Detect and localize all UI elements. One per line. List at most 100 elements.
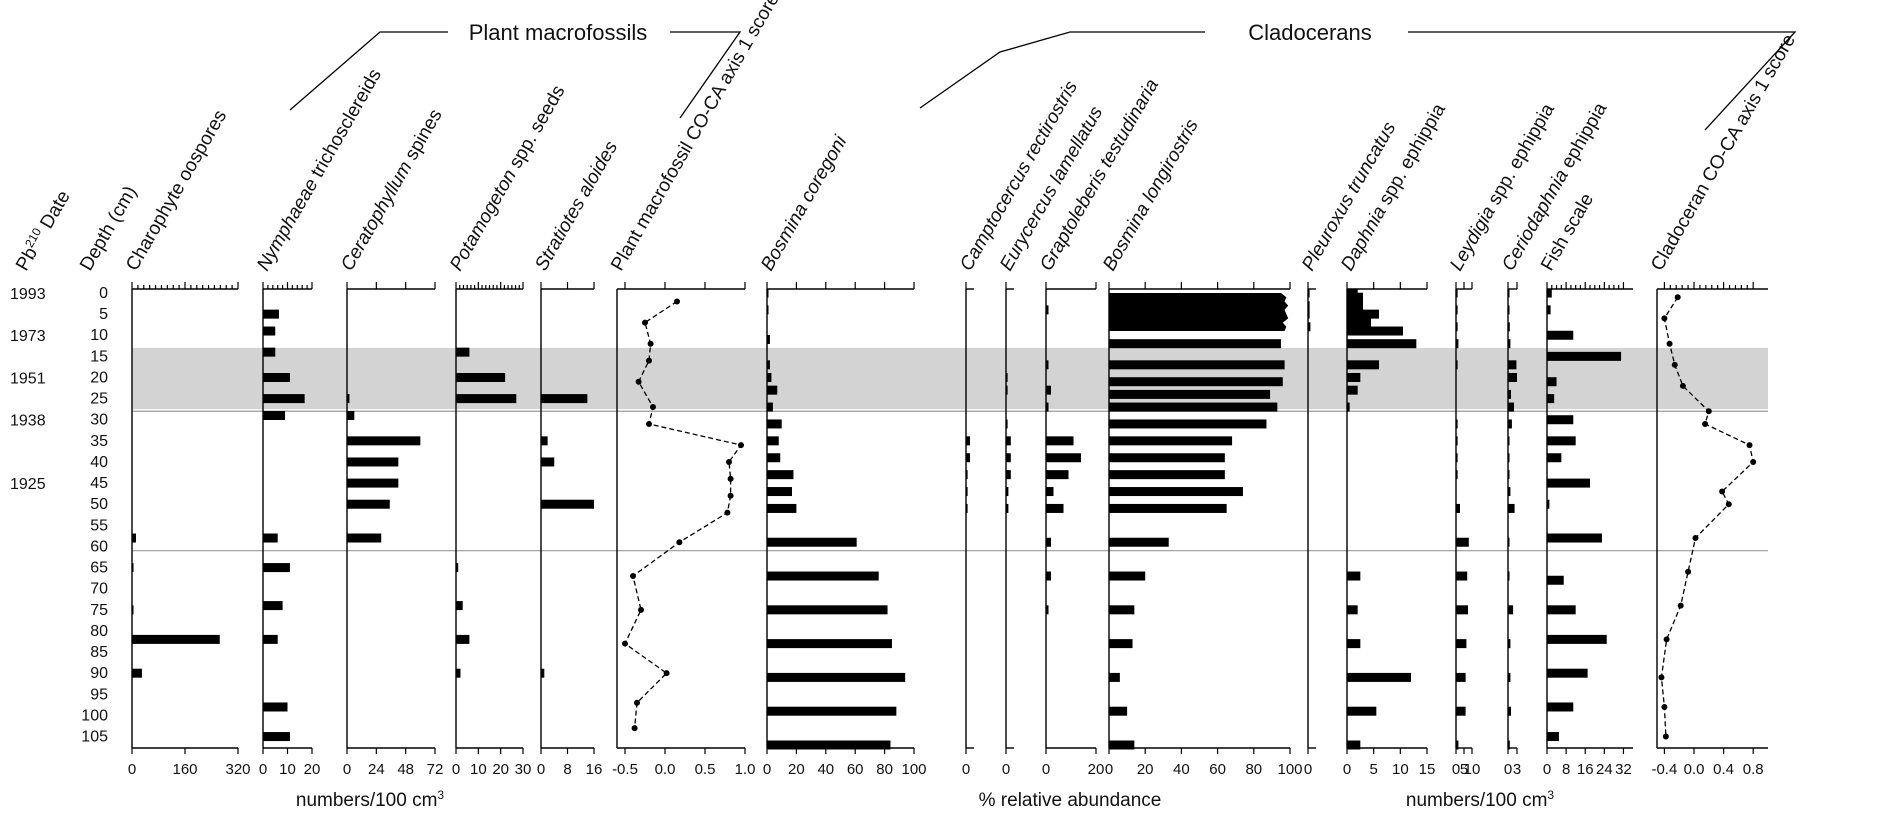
- panel-12-bar-16: [1347, 740, 1361, 750]
- depth-tick-label-40: 40: [90, 454, 108, 471]
- panel-9-bar-7: [1046, 487, 1054, 497]
- panel-16-title: Cladoceran CO-CA axis 1 score: [1647, 31, 1800, 275]
- panel-3-bar-2: [456, 394, 517, 404]
- panel-1-bar-2: [263, 347, 276, 357]
- panel-13-bar-14: [1456, 672, 1466, 682]
- panel-16-point-0: [1674, 294, 1681, 301]
- depth-tick-label-85: 85: [90, 644, 108, 661]
- panel-9-tick-label-1: 20: [1088, 761, 1105, 778]
- panel-0-bar-1: [132, 563, 134, 573]
- panel-6-tick-label-5: 100: [901, 761, 926, 778]
- depth-tick-label-100: 100: [81, 707, 108, 724]
- panel-6-tick-label-2: 40: [817, 761, 834, 778]
- panel-12-tick-label-0: 0: [1343, 761, 1351, 778]
- panel-0-tick-label-2: 320: [225, 761, 250, 778]
- panel-16-series-line: [1660, 296, 1754, 737]
- panel-13-tick-label-0: 0: [1452, 761, 1460, 778]
- panel-10-bar-4: [1109, 402, 1278, 412]
- panel-2-bar-2: [347, 436, 421, 446]
- depth-tick-label-95: 95: [90, 686, 108, 703]
- panel-7-bar-0: [966, 436, 970, 446]
- depth-tick-label-50: 50: [90, 496, 108, 513]
- depth-tick-label-35: 35: [90, 433, 108, 450]
- panel-1-bar-6: [263, 533, 278, 543]
- panel-4-bar-2: [541, 457, 555, 467]
- panel-9-bar-3: [1046, 402, 1049, 412]
- panel-15-bar-11: [1547, 533, 1602, 543]
- date-axis-title: Pb210 Date: [10, 186, 74, 274]
- panel-2-bar-6: [347, 533, 382, 543]
- panel-15-tick-label-2: 16: [1577, 761, 1594, 778]
- panel-15-bar-17: [1547, 732, 1559, 742]
- panel-6-bar-9: [767, 453, 781, 463]
- panel-9-bar-6: [1046, 470, 1069, 480]
- panel-5-point-18: [631, 725, 638, 732]
- panel-5-point-11: [724, 509, 731, 516]
- panel-6-bar-0: [767, 288, 769, 298]
- panel-2-tick-label-0: 0: [343, 761, 351, 778]
- panel-13-bar-7: [1456, 453, 1458, 463]
- panel-14-bar-10: [1508, 453, 1510, 463]
- panel-15-bar-9: [1547, 478, 1590, 488]
- panel-10-bar-0: [1109, 339, 1281, 349]
- panel-0-title: Charophyte oospores: [122, 107, 231, 275]
- depth-tick-label-55: 55: [90, 517, 108, 534]
- panel-1-bar-7: [263, 563, 290, 573]
- panel-9-bar-8: [1046, 503, 1064, 513]
- panel-2-bar-4: [347, 478, 399, 488]
- panel-9-bar-1: [1046, 360, 1049, 370]
- panel-6-bar-18: [767, 706, 897, 716]
- panel-5-point-3: [646, 357, 652, 364]
- panel-14-bar-3: [1508, 339, 1511, 349]
- panel-11-bar-0: [1308, 288, 1310, 298]
- panel-0-bar-2: [132, 605, 134, 615]
- panel-10-bar-14: [1109, 639, 1133, 649]
- panel-10-bar-5: [1109, 419, 1267, 429]
- shaded-zone: [132, 347, 1768, 410]
- panel-13-bar-13: [1456, 639, 1467, 649]
- panel-5-tick-label-1: 0.0: [655, 761, 676, 778]
- panel-14-bar-7: [1508, 402, 1514, 412]
- panel-13-bar-6: [1456, 436, 1458, 446]
- panel-14-bar-1: [1508, 305, 1510, 315]
- panel-6-bar-1: [767, 305, 769, 315]
- panel-14-bar-2: [1508, 322, 1510, 332]
- panel-2-tick-label-1: 24: [368, 761, 385, 778]
- panel-9-bar-11: [1046, 605, 1049, 615]
- panel-12-bar-2: [1347, 301, 1363, 311]
- panel-15-bar-3: [1547, 351, 1622, 361]
- panel-5-tick-label-2: 0.5: [695, 761, 716, 778]
- panel-14-bar-13: [1508, 503, 1515, 513]
- panel-14-tick-label-1: 3: [1513, 761, 1521, 778]
- panel-6-bar-8: [767, 436, 779, 446]
- panel-8-bar-5: [1006, 470, 1011, 480]
- panel-9-bar-9: [1046, 537, 1051, 547]
- panel-14-bar-0: [1508, 288, 1510, 298]
- panel-8-bar-6: [1006, 487, 1009, 497]
- panel-5-tick-label-3: 1.0: [735, 761, 756, 778]
- unit-label-1: % relative abundance: [979, 790, 1162, 811]
- panel-4-bar-0: [541, 394, 588, 404]
- panel-15-bar-6: [1547, 415, 1574, 425]
- panel-10-bar-9: [1109, 487, 1243, 497]
- panel-16-point-10: [1725, 501, 1732, 508]
- panel-12-bar-5: [1347, 326, 1403, 336]
- panel-12-bar-1: [1347, 292, 1363, 302]
- panel-5-point-16: [663, 670, 670, 677]
- depth-tick-label-15: 15: [90, 348, 108, 365]
- panel-3-bar-5: [456, 634, 470, 644]
- panel-7-tick-label-0: 0: [962, 761, 970, 778]
- panel-10-bar-15: [1109, 672, 1120, 682]
- panel-12-bar-12: [1347, 605, 1358, 615]
- unit-label-2: numbers/100 cm3: [1406, 788, 1555, 811]
- panel-2-bar-0: [347, 394, 350, 404]
- panel-6-bar-2: [767, 334, 770, 344]
- panel-9-bar-0: [1046, 305, 1049, 315]
- panel-5-point-1: [642, 319, 648, 326]
- panel-10-bar-11: [1109, 537, 1169, 547]
- panel-7-bar-3: [966, 487, 968, 497]
- panel-9-bar-10: [1046, 571, 1051, 581]
- depth-tick-label-45: 45: [90, 475, 108, 492]
- depth-tick-label-70: 70: [90, 581, 108, 598]
- panel-16-point-11: [1692, 535, 1699, 542]
